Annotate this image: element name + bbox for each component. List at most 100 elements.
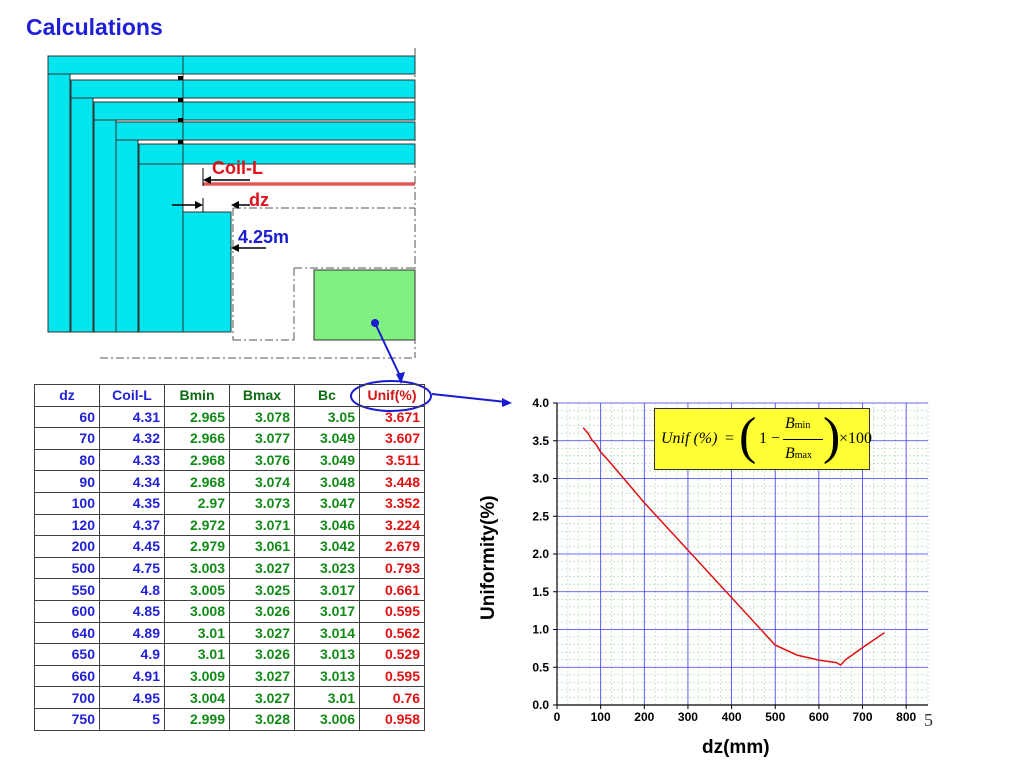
cell-bmax: 3.076 xyxy=(229,448,295,472)
cell-unif: 3.511 xyxy=(359,448,425,472)
coil-l-label: Coil-L xyxy=(212,158,263,178)
uniformity-formula-box: Unif (%) = ( 1 − Bmin Bmax ) ×100 xyxy=(654,408,872,470)
cell-unif: 0.562 xyxy=(359,621,425,645)
formula-lhs: Unif (%) xyxy=(661,430,718,447)
cell-bmin: 3.003 xyxy=(164,556,230,580)
cell-bc: 3.006 xyxy=(294,707,360,731)
cell-bmin: 3.005 xyxy=(164,578,230,601)
formula-equals: = xyxy=(725,430,735,447)
table-row: 750 5 2.999 3.028 3.006 0.958 xyxy=(34,707,425,731)
cell-unif: 0.661 xyxy=(359,578,425,601)
y-tick-label: 1.5 xyxy=(532,585,549,599)
chart-pointer-line xyxy=(431,393,507,403)
cell-bmin: 3.01 xyxy=(164,643,230,666)
coil-layer-vertical xyxy=(138,143,184,333)
x-tick-label: 600 xyxy=(809,710,829,724)
header-unif: Unif(%) xyxy=(359,384,425,407)
x-tick-label: 0 xyxy=(554,710,561,724)
cell-dz: 700 xyxy=(34,686,100,709)
coil-layer-horizontal xyxy=(93,101,416,121)
cell-unif: 3.224 xyxy=(359,513,425,537)
cell-unif: 0.76 xyxy=(359,686,425,709)
x-tick-label: 700 xyxy=(853,710,873,724)
coil-layer-horizontal xyxy=(115,121,416,141)
cell-bc: 3.049 xyxy=(294,427,360,450)
x-tick-label: 500 xyxy=(765,710,785,724)
coil-layers xyxy=(47,55,416,333)
y-tick-label: 2.0 xyxy=(532,547,549,561)
cell-bc: 3.05 xyxy=(294,405,360,429)
formula-one: 1 xyxy=(759,430,767,447)
x-tick-label: 200 xyxy=(634,710,654,724)
cell-bmax: 3.061 xyxy=(229,535,295,558)
cell-bc: 3.013 xyxy=(294,643,360,666)
cell-bmin: 3.009 xyxy=(164,664,230,688)
cell-dz: 200 xyxy=(34,535,100,558)
cell-coil-l: 4.9 xyxy=(99,643,165,666)
cell-bmin: 3.008 xyxy=(164,599,230,623)
x-tick-label: 300 xyxy=(678,710,698,724)
cell-unif: 0.529 xyxy=(359,643,425,666)
cell-dz: 650 xyxy=(34,643,100,666)
distance-label: 4.25m xyxy=(238,227,290,247)
x-tick-label: 100 xyxy=(591,710,611,724)
cell-bmax: 3.071 xyxy=(229,513,295,537)
table-row: 660 4.91 3.009 3.027 3.013 0.595 xyxy=(34,664,425,688)
table-row: 80 4.33 2.968 3.076 3.049 3.511 xyxy=(34,448,425,472)
cell-unif: 0.958 xyxy=(359,707,425,731)
page-title: Calculations xyxy=(26,14,163,40)
target-region xyxy=(313,269,416,341)
table-row: 120 4.37 2.972 3.071 3.046 3.224 xyxy=(34,513,425,537)
cell-bmax: 3.027 xyxy=(229,621,295,645)
cell-unif: 3.352 xyxy=(359,491,425,515)
formula-paren-left: ( xyxy=(739,408,757,465)
table-row: 550 4.8 3.005 3.025 3.017 0.661 xyxy=(34,578,425,601)
cell-bmin: 2.999 xyxy=(164,707,230,731)
y-axis-label: Uniformity(%) xyxy=(478,495,499,620)
table-row: 650 4.9 3.01 3.026 3.013 0.529 xyxy=(34,643,425,666)
y-tick-label: 0.5 xyxy=(532,660,549,674)
cell-dz: 550 xyxy=(34,578,100,601)
cell-bc: 3.017 xyxy=(294,599,360,623)
x-axis-label: dz(mm) xyxy=(702,737,770,758)
cell-coil-l: 4.89 xyxy=(99,621,165,645)
header-bc: Bc xyxy=(294,384,360,407)
cell-dz: 80 xyxy=(34,448,100,472)
y-tick-label: 4.0 xyxy=(532,396,549,410)
cell-bmin: 2.972 xyxy=(164,513,230,537)
uniformity-series-line xyxy=(582,427,885,667)
x-tick-label: 400 xyxy=(722,710,742,724)
table-row: 60 4.31 2.965 3.078 3.05 3.671 xyxy=(34,405,425,429)
page-number: 5 xyxy=(924,710,933,730)
coil-layer-horizontal xyxy=(138,143,416,165)
table-row: 100 4.35 2.97 3.073 3.047 3.352 xyxy=(34,491,425,515)
coil-layer-horizontal xyxy=(70,79,416,99)
formula-denominator: Bmax xyxy=(785,445,812,462)
table-row: 600 4.85 3.008 3.026 3.017 0.595 xyxy=(34,599,425,623)
x-tick-label: 800 xyxy=(896,710,916,724)
inner-coil-block xyxy=(182,211,232,333)
cell-bc: 3.013 xyxy=(294,664,360,688)
header-bmax: Bmax xyxy=(229,384,295,407)
header-dz: dz xyxy=(34,384,100,407)
cell-bmax: 3.025 xyxy=(229,578,295,601)
cell-unif: 0.595 xyxy=(359,664,425,688)
cell-coil-l: 4.35 xyxy=(99,491,165,515)
formula-paren-right: ) xyxy=(823,408,841,465)
cell-bmax: 3.077 xyxy=(229,427,295,450)
cell-dz: 750 xyxy=(34,707,100,731)
cell-coil-l: 4.45 xyxy=(99,535,165,558)
formula-fraction-bar xyxy=(783,439,823,440)
calculation-table: dz Coil-L Bmin Bmax Bc Unif(%) 60 4.31 2.9… xyxy=(34,384,425,731)
cell-coil-l: 4.32 xyxy=(99,427,165,450)
table-header-row: dz Coil-L Bmin Bmax Bc Unif(%) xyxy=(34,384,425,407)
connector-line xyxy=(374,322,402,379)
y-tick-label: 2.5 xyxy=(532,509,549,523)
formula-numerator: Bmin xyxy=(785,415,811,432)
cell-bmax: 3.027 xyxy=(229,686,295,709)
dz-label: dz xyxy=(249,190,269,210)
cell-unif: 3.448 xyxy=(359,470,425,493)
cell-bmin: 2.965 xyxy=(164,405,230,429)
